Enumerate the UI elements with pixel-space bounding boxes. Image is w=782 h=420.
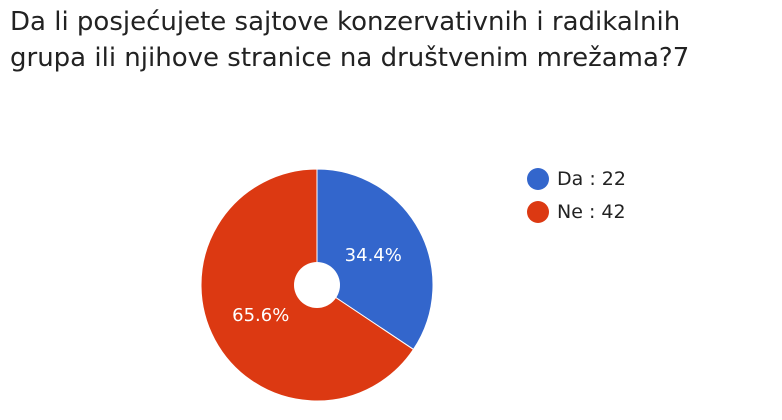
legend-item-da[interactable]: Da : 22: [527, 167, 626, 191]
donut-hole: [294, 262, 340, 308]
slice-label-da: 34.4%: [345, 245, 402, 266]
legend-swatch-da: [527, 168, 549, 190]
slice-label-ne: 65.6%: [232, 305, 289, 326]
legend-label-da: Da : 22: [557, 168, 626, 190]
chart-title: Da li posjećujete sajtove konzervativnih…: [10, 4, 778, 76]
legend: Da : 22 Ne : 42: [527, 167, 626, 233]
chart-title-line-1: Da li posjećujete sajtove konzervativnih…: [10, 7, 681, 37]
legend-label-ne: Ne : 42: [557, 201, 626, 223]
legend-item-ne[interactable]: Ne : 42: [527, 200, 626, 224]
legend-swatch-ne: [527, 201, 549, 223]
chart-title-line-2: grupa ili njihove stranice na društvenim…: [10, 43, 690, 73]
